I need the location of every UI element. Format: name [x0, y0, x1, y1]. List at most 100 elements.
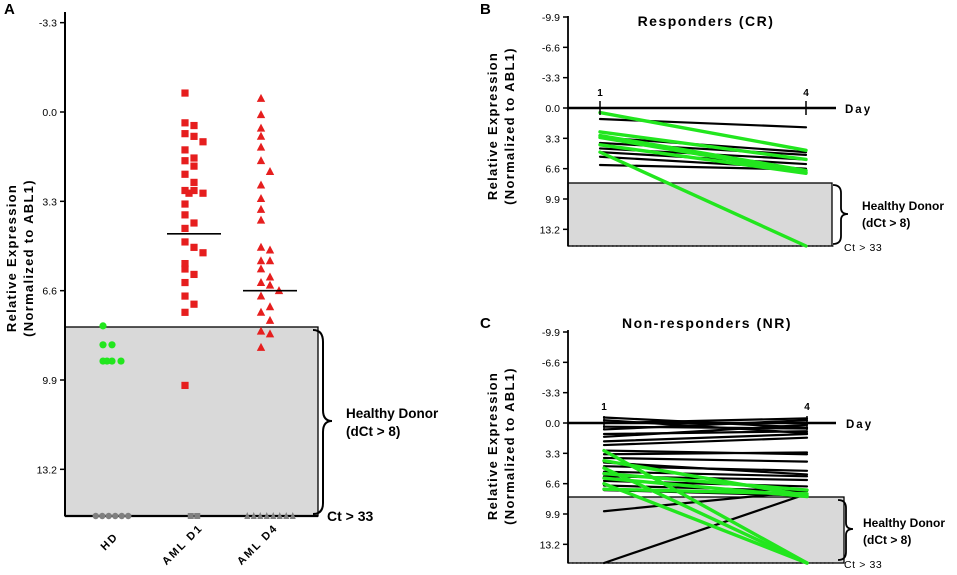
aml-d4-point	[256, 180, 266, 189]
green-series-line	[598, 135, 808, 175]
panel-letter-a: A	[4, 1, 15, 18]
ct-marker	[250, 512, 257, 519]
y-tick-label: 6.6	[42, 286, 57, 298]
y-tick-label: -3.3	[542, 73, 560, 85]
x-axis-label: Day	[846, 419, 873, 431]
healthy-donor-label: Healthy Donor	[863, 516, 945, 530]
green-series-line	[598, 110, 808, 152]
green-series-line	[598, 143, 808, 175]
ct-marker	[257, 512, 264, 519]
hd-point	[117, 357, 125, 365]
black-series-line	[602, 436, 809, 447]
ct-label: Ct > 33	[844, 559, 882, 571]
black-series-line	[602, 417, 809, 425]
y-tick-label: 0.0	[545, 103, 560, 115]
healthy-donor-label: Healthy Donor	[346, 406, 439, 421]
aml-d1-point	[181, 381, 189, 390]
y-tick-label: -3.3	[39, 18, 57, 30]
day-label-1: 1	[601, 402, 607, 413]
ct-marker	[289, 512, 296, 519]
y-tick-label: 0.0	[545, 418, 560, 430]
black-series-line	[602, 492, 809, 565]
hd-point	[99, 322, 107, 330]
hd-point	[99, 341, 107, 349]
aml-d1-point	[185, 189, 193, 197]
aml-d1-point	[199, 249, 207, 257]
y-tick-label: 0.0	[42, 107, 57, 119]
green-series-line	[598, 130, 808, 162]
aml-d1-point	[181, 238, 189, 246]
y-tick-label: -9.9	[542, 327, 560, 339]
black-series-line	[602, 430, 809, 436]
day-label-4: 4	[804, 402, 810, 413]
aml-d1-point	[190, 219, 198, 227]
ct-marker	[112, 512, 119, 520]
y-tick-label: -9.9	[542, 12, 560, 24]
green-series-line	[598, 133, 808, 173]
y-ticks: -9.9 -6.6 -3.3 0.0 3.3 6.6 9.9 13.2	[540, 327, 568, 551]
hd-point	[103, 357, 111, 365]
x-axis-label: Day	[845, 104, 872, 116]
aml-d4-point	[256, 194, 266, 203]
green-series-line	[602, 487, 809, 496]
black-series-line	[602, 451, 809, 456]
aml-d1-point	[190, 270, 198, 279]
y-tick-label: 3.3	[545, 448, 560, 460]
aml-d4-point	[256, 110, 266, 119]
aml-d1-point	[199, 138, 207, 146]
black-series-line	[598, 117, 808, 129]
aml-d1-point	[190, 121, 198, 130]
healthy-donor-brace	[312, 329, 333, 515]
ct-marker	[187, 513, 194, 519]
y-axis-label-line1: Relative Expression	[485, 372, 500, 520]
data-points	[99, 89, 284, 390]
aml-d4-point	[256, 342, 266, 351]
ct-label: Ct > 33	[844, 242, 882, 254]
y-tick-label: -6.6	[542, 357, 560, 369]
aml-d1-point	[190, 162, 198, 170]
ct-marker	[276, 512, 283, 519]
series-lines	[602, 416, 809, 565]
aml-d1-point	[190, 178, 198, 186]
aml-d4-point	[265, 256, 275, 265]
y-axis-label-line2: (Normalized to ABL1)	[21, 179, 36, 337]
aml-d1-point	[181, 278, 189, 287]
ct-marker	[270, 512, 277, 519]
category-label-hd: HD	[99, 531, 122, 554]
y-axis-label-line2: (Normalized to ABL1)	[502, 47, 517, 205]
aml-d4-point	[265, 280, 275, 289]
ct-marker	[125, 512, 132, 520]
ct-markers	[92, 512, 296, 520]
chart-title: Responders (CR)	[638, 13, 775, 29]
aml-d4-point	[256, 307, 266, 316]
aml-d4-point	[265, 315, 275, 324]
y-tick-label: 9.9	[545, 194, 560, 206]
aml-d4-point	[256, 156, 266, 165]
hd-point	[108, 341, 116, 349]
aml-d1-point	[190, 154, 198, 162]
green-series-line	[602, 448, 809, 565]
aml-d1-point	[190, 243, 198, 251]
aml-d4-point	[256, 142, 266, 151]
black-series-line	[602, 470, 809, 478]
panel-b: B Responders (CR) -9.9 -6.6 -3.3 0.0 3.3 6.6 9…	[480, 1, 944, 254]
healthy-donor-threshold: (dCt > 8)	[863, 533, 911, 547]
y-tick-label: 6.6	[545, 479, 560, 491]
y-tick-label: -3.3	[542, 388, 560, 400]
aml-d1-point	[181, 157, 189, 165]
y-ticks: -9.9 -6.6 -3.3 0.0 3.3 6.6 9.9 13.2	[540, 12, 568, 236]
y-tick-label: -6.6	[542, 42, 560, 54]
aml-d1-point	[181, 200, 189, 208]
y-axis-label-line1: Relative Expression	[4, 184, 19, 332]
ct-marker	[194, 513, 201, 519]
healthy-donor-threshold: (dCt > 8)	[862, 216, 910, 230]
black-series-line	[602, 419, 809, 431]
healthy-donor-region	[567, 182, 833, 247]
y-tick-label: 3.3	[42, 196, 57, 208]
category-label-aml-d4: AML D4	[235, 522, 281, 568]
day-label-1: 1	[597, 88, 603, 99]
aml-d4-point	[256, 242, 266, 251]
y-tick-label: 6.6	[545, 164, 560, 176]
median-lines	[167, 233, 297, 292]
aml-d1-point	[181, 211, 189, 219]
